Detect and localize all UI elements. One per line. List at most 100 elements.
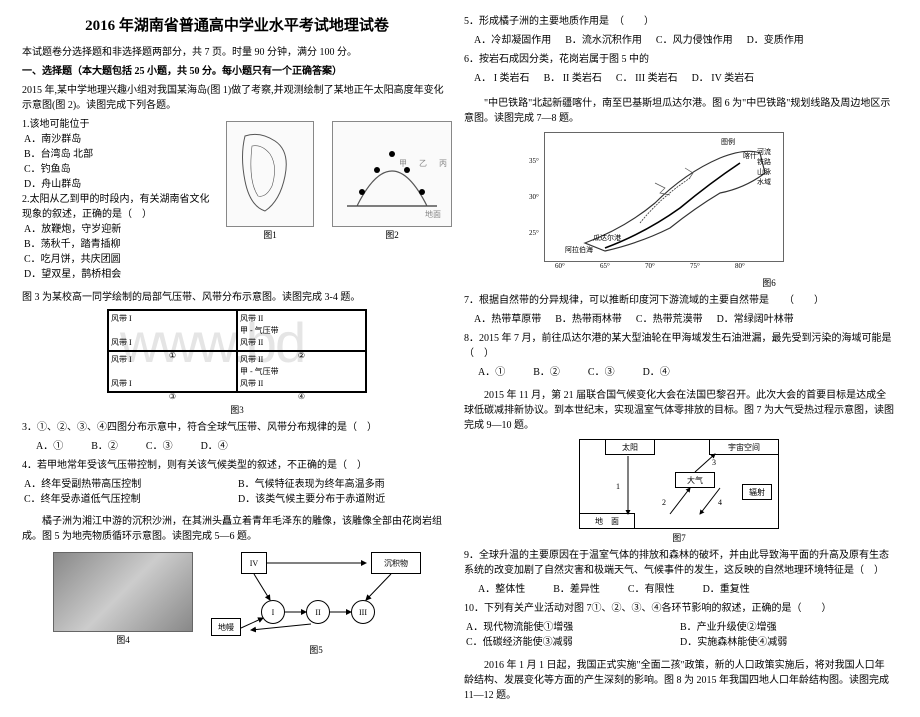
q1-opt-d: D．舟山群岛 xyxy=(24,177,218,192)
figure-5-wrapper: IV 沉积物 I II III 地幔 xyxy=(211,552,421,656)
figure-4-photo xyxy=(53,552,193,632)
map-coord-60: 60° xyxy=(555,262,565,270)
q6-opt-a: A． I 类岩石 xyxy=(474,71,530,86)
map-legend-title: 图例 xyxy=(721,137,735,147)
q7-options: A．热带草原带 B．热带雨林带 C．热带荒漠带 D．常绿阔叶林带 xyxy=(474,312,894,327)
passage-intro-7: 2016 年 1 月 1 日起，我国正式实施"全面二孩"政策，新的人口政策实施后… xyxy=(464,658,894,703)
q8-opt-a: A．① xyxy=(478,365,505,380)
q8-text: 8．2015 年 7 月，前往瓜达尔港的某大型油轮在甲海域发生石油泄漏，最先受到… xyxy=(464,331,894,361)
q7-opt-d: D．常绿阔叶林带 xyxy=(717,312,794,327)
fig5-arrows-icon xyxy=(211,552,421,642)
fig3-c4-mid: 甲 - 气压带 xyxy=(240,366,363,377)
q3-opt-c: C．③ xyxy=(146,439,173,454)
q1-q2-block: 1.该地可能位于 A．南沙群岛 B．台湾岛 北部 C．钓鱼岛 D．舟山群岛 2.… xyxy=(22,117,452,282)
q5-opt-c: C．风力侵蚀作用 xyxy=(656,33,733,48)
q6-options: A． I 类岩石 B． II 类岩石 C． III 类岩石 D． IV 类岩石 xyxy=(474,71,894,86)
passage-intro-5: "中巴铁路"北起新疆喀什，南至巴基斯坦瓜达尔港。图 6 为"中巴铁路"规划线路及… xyxy=(464,96,894,126)
q5-opt-d: D．变质作用 xyxy=(747,33,804,48)
q10-opt-b: B．产业升级使②增强 xyxy=(680,620,894,635)
q2-text: 2.太阳从乙到甲的时段内，有关湖南省文化现象的叙述，正确的是（ ） xyxy=(22,192,218,222)
map-legend-2: 铁路 xyxy=(757,157,771,167)
fig3-c2-bot: 风带 II xyxy=(240,337,363,348)
passage-intro: 2015 年,某中学地理兴趣小组对我国某海岛(图 1)做了考察,并观测绘制了某地… xyxy=(22,83,452,113)
figure-7-caption: 图7 xyxy=(579,531,779,544)
figure-4-wrapper: 图4 xyxy=(53,552,193,646)
document-title: 2016 年湖南省普通高中学业水平考试地理试卷 xyxy=(22,14,452,35)
fig3-c1-bot: 风带 I xyxy=(111,337,234,348)
figure-1 xyxy=(226,121,314,227)
q1-text: 1.该地可能位于 xyxy=(22,117,218,132)
q5-text: 5．形成橘子洲的主要地质作用是 （ ） xyxy=(464,14,894,29)
figure-7: 太阳 宇宙空间 大气 辐射 地 面 1 2 3 4 xyxy=(579,439,779,529)
figure-1-wrapper: 图1 xyxy=(226,121,314,241)
right-column: 5．形成橘子洲的主要地质作用是 （ ） A．冷却凝固作用 B．流水沉积作用 C．… xyxy=(464,14,894,703)
q9-opt-d: D．重复性 xyxy=(703,582,750,597)
map-legend-3: 山脉 xyxy=(757,167,771,177)
map-label-gwadar: 瓜达尔港 xyxy=(593,233,621,243)
q9-text: 9．全球升温的主要原因在于温室气体的排放和森林的破坏，并由此导致海平面的升高及原… xyxy=(464,548,894,578)
q3-options: A．① B．② C．③ D．④ xyxy=(36,439,452,454)
map-coord-65: 65° xyxy=(600,262,610,270)
fig3-c3-top: 风带 I xyxy=(111,354,234,365)
q9-opt-b: B．差异性 xyxy=(553,582,600,597)
fig3-cell-2: 风带 II 甲 - 气压带 风带 II ② xyxy=(237,310,366,351)
q1-opt-c: C．钓鱼岛 xyxy=(24,162,218,177)
map-label-sea: 阿拉伯海 xyxy=(565,245,593,255)
q5-options: A．冷却凝固作用 B．流水沉积作用 C．风力侵蚀作用 D．变质作用 xyxy=(474,33,894,48)
passage-intro-6: 2015 年 11 月，第 21 届联合国气候变化大会在法国巴黎召开。此次大会的… xyxy=(464,388,894,433)
q10-options: A．现代物流能使①增强 B．产业升级使②增强 C．低碳经济能使③减弱 D．实施森… xyxy=(466,620,894,650)
fig2-label-bing: 丙 xyxy=(439,158,447,169)
q9-options: A．整体性 B．差异性 C．有限性 D．重复性 xyxy=(478,582,894,597)
map-label-kashi: 喀什 xyxy=(743,151,757,161)
fig3-cell-3: 风带 I 风带 I ③ xyxy=(108,351,237,392)
q6-opt-b: B． II 类岩石 xyxy=(544,71,602,86)
q10-opt-d: D．实施森林能使④减弱 xyxy=(680,635,894,650)
q10-opt-c: C．低碳经济能使③减弱 xyxy=(466,635,680,650)
map-coord-75: 75° xyxy=(690,262,700,270)
map-coord-25: 25° xyxy=(529,229,539,237)
figure-6-map: 图例 河流 铁路 山脉 水域 喀什 瓜达尔港 阿拉伯海 60° 65° 70° … xyxy=(544,132,784,262)
fig2-label-jia: 甲 xyxy=(399,158,407,169)
passage-intro-3: 图 3 为某校高一同学绘制的局部气压带、风带分布示意图。读图完成 3-4 题。 xyxy=(22,290,452,305)
figure-2-wrapper: 丙 乙 甲 地面 图2 xyxy=(332,121,452,241)
q6-text: 6．按岩石成因分类，花岗岩属于图 5 中的 xyxy=(464,52,894,67)
fig3-c2-mid: 甲 - 气压带 xyxy=(240,325,363,336)
q10-opt-a: A．现代物流能使①增强 xyxy=(466,620,680,635)
left-column: 2016 年湖南省普通高中学业水平考试地理试卷 本试题卷分选择题和非选择题两部分… xyxy=(22,14,452,703)
sun-path-icon xyxy=(337,126,447,222)
map-icon xyxy=(230,126,310,222)
fig7-arrows-icon xyxy=(580,440,780,530)
q7-opt-a: A．热带草原带 xyxy=(474,312,541,327)
q6-opt-c: C． III 类岩石 xyxy=(616,71,678,86)
q3-opt-a: A．① xyxy=(36,439,63,454)
section-heading: 一、选择题（本大题包括 25 小题，共 50 分。每小题只有一个正确答案） xyxy=(22,64,452,79)
map-legend-4: 水域 xyxy=(757,177,771,187)
fig7-num-3: 3 xyxy=(712,458,716,467)
figure-3: 风带 I 风带 I ① 风带 II 甲 - 气压带 风带 II ② 风带 I 风… xyxy=(107,309,367,393)
figure-5: IV 沉积物 I II III 地幔 xyxy=(211,552,421,642)
figure-3-caption: 图3 xyxy=(230,403,244,416)
q10-text: 10．下列有关产业活动对图 7①、②、③、④各环节影响的叙述，正确的是（ ） xyxy=(464,601,894,616)
map-legend-1: 河流 xyxy=(757,147,771,157)
map-coord-35: 35° xyxy=(529,157,539,165)
q4-opt-a: A．终年受副热带高压控制 xyxy=(24,477,238,492)
intro-line: 本试题卷分选择题和非选择题两部分，共 7 页。时量 90 分钟，满分 100 分… xyxy=(22,45,452,60)
q1-options: A．南沙群岛 B．台湾岛 北部 C．钓鱼岛 D．舟山群岛 xyxy=(24,132,218,192)
figure-2-caption: 图2 xyxy=(332,228,452,241)
q1-opt-a: A．南沙群岛 xyxy=(24,132,218,147)
q8-opt-b: B．② xyxy=(533,365,560,380)
map-coord-80: 80° xyxy=(735,262,745,270)
fig2-ground: 地面 xyxy=(425,209,441,220)
q4-options: A．终年受副热带高压控制 B．气候特征表现为终年高温多雨 C．终年受赤道低气压控… xyxy=(24,477,452,507)
fig7-num-2: 2 xyxy=(662,498,666,507)
figure-6-caption: 图6 xyxy=(644,276,894,289)
q4-text: 4．若甲地常年受该气压带控制，则有关该气候类型的叙述，不正确的是（ ） xyxy=(22,458,452,473)
q3-opt-b: B．② xyxy=(91,439,118,454)
q3-text: 3．①、②、③、④四图分布示意中，符合全球气压带、风带分布规律的是（ ） xyxy=(22,420,452,435)
q2-options: A．放鞭炮，守岁迎新 B．荡秋千，踏青插柳 C．吃月饼，共庆团圆 D．望双星，鹊… xyxy=(24,222,218,282)
q8-opt-d: D．④ xyxy=(643,365,670,380)
map-coord-30: 30° xyxy=(529,193,539,201)
map-coord-70: 70° xyxy=(645,262,655,270)
fig3-num-4: ④ xyxy=(298,392,305,401)
figure-4-caption: 图4 xyxy=(53,633,193,646)
